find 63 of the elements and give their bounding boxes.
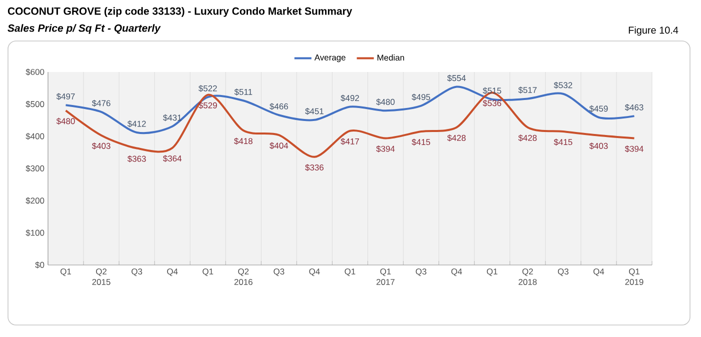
legend-label: Average <box>314 54 346 62</box>
y-tick-label: $100 <box>26 229 44 236</box>
chart-subtitle: Sales Price p/ Sq Ft - Quarterly <box>8 24 161 34</box>
y-tick-label: $0 <box>35 262 44 268</box>
data-label: $554 <box>447 74 466 82</box>
data-label: $497 <box>56 93 75 100</box>
x-tick-label: Q1 <box>344 268 356 276</box>
data-label: $480 <box>376 98 395 106</box>
x-tick-label: Q1 2019 <box>625 268 644 285</box>
x-tick-label: Q4 <box>309 268 320 276</box>
x-tick-label: Q2 2018 <box>518 268 537 285</box>
data-label: $403 <box>589 142 608 150</box>
y-tick-label: $300 <box>26 165 44 172</box>
data-label: $476 <box>92 100 110 107</box>
x-tick-label: Q3 <box>558 268 568 276</box>
y-tick-label: $600 <box>26 68 44 76</box>
data-label: $463 <box>624 104 644 111</box>
data-label: $532 <box>554 82 572 89</box>
x-tick-label: Q3 <box>274 268 284 276</box>
x-tick-label: Q2 2016 <box>234 268 252 285</box>
data-label: $536 <box>482 100 502 107</box>
data-label: $459 <box>589 105 608 112</box>
data-label: $394 <box>376 145 395 152</box>
data-label: $480 <box>56 118 75 125</box>
data-label: $417 <box>340 138 359 145</box>
data-label: $492 <box>340 94 359 102</box>
data-label: $415 <box>554 138 572 146</box>
x-tick-label: Q1 <box>486 268 498 276</box>
data-label: $517 <box>518 86 537 94</box>
caption: Figure 10.4 <box>628 26 678 36</box>
data-label: $451 <box>305 108 324 115</box>
data-label: $495 <box>412 94 430 101</box>
data-label: $403 <box>92 142 110 150</box>
data-label: $415 <box>412 138 430 146</box>
data-label: $428 <box>447 134 466 142</box>
data-label: $412 <box>128 120 146 128</box>
x-tick-label: Q1 <box>202 268 214 276</box>
x-tick-label: Q1 2017 <box>376 268 395 285</box>
x-tick-label: Q4 <box>451 268 462 276</box>
data-label: $364 <box>163 155 182 162</box>
x-tick-label: Q4 <box>167 268 178 276</box>
data-label: $363 <box>128 155 146 162</box>
data-label: $529 <box>198 102 217 109</box>
data-label: $466 <box>270 103 288 110</box>
x-tick-label: Q3 <box>416 268 426 276</box>
data-label: $394 <box>624 145 644 152</box>
y-tick-label: $200 <box>26 197 44 204</box>
x-tick-label: Q4 <box>593 268 604 276</box>
data-label: $511 <box>234 88 252 96</box>
x-tick-label: Q2 2015 <box>92 268 110 285</box>
chart-title: COCONUT GROVE (zip code 33133) - Luxury Condo Market Summary <box>8 7 352 17</box>
data-label: $522 <box>198 85 217 92</box>
x-tick-label: Q3 <box>132 268 142 276</box>
y-tick-label: $400 <box>26 132 44 140</box>
data-label: $428 <box>518 134 537 142</box>
data-label: $418 <box>234 138 252 145</box>
legend-label: Median <box>377 54 404 61</box>
data-label: $404 <box>270 142 288 150</box>
y-tick-label: $500 <box>26 100 44 108</box>
x-tick-label: Q1 <box>60 268 71 276</box>
data-label: $336 <box>305 164 324 171</box>
data-label: $515 <box>482 87 502 94</box>
data-label: $431 <box>163 114 182 122</box>
